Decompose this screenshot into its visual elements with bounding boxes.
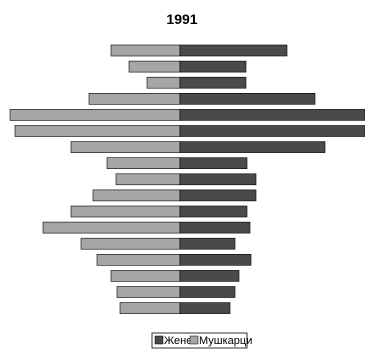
bar-women-7 bbox=[179, 157, 248, 169]
bar-women-11 bbox=[179, 221, 251, 234]
bar-women-0 bbox=[179, 44, 288, 57]
bar-women-5 bbox=[179, 125, 365, 137]
bar-men-13 bbox=[96, 254, 181, 266]
legend-swatch-men bbox=[189, 335, 199, 345]
bar-women-14 bbox=[179, 270, 240, 282]
bar-women-4 bbox=[179, 109, 365, 121]
bar-men-12 bbox=[80, 237, 181, 250]
legend-label-women: Жене bbox=[164, 335, 192, 347]
bar-men-7 bbox=[106, 157, 181, 169]
bar-women-15 bbox=[179, 286, 236, 298]
bar-women-8 bbox=[179, 173, 257, 186]
bar-men-3 bbox=[88, 93, 181, 105]
bar-women-13 bbox=[179, 254, 252, 266]
bar-men-0 bbox=[110, 44, 181, 57]
bar-women-12 bbox=[179, 237, 236, 250]
bar-women-16 bbox=[179, 302, 231, 314]
bar-men-6 bbox=[70, 141, 181, 153]
legend-swatch-women bbox=[154, 335, 164, 345]
bar-women-3 bbox=[179, 93, 316, 105]
bar-men-4 bbox=[9, 109, 181, 121]
bar-women-10 bbox=[179, 205, 248, 218]
bar-women-1 bbox=[179, 60, 247, 73]
bars-group bbox=[9, 44, 365, 314]
legend: Жене Мушкарци bbox=[151, 332, 252, 349]
legend-label-men: Мушкарци bbox=[199, 335, 252, 347]
chart-title: 1991 bbox=[166, 11, 197, 27]
bar-men-8 bbox=[115, 173, 181, 186]
bar-men-16 bbox=[119, 302, 181, 314]
bar-women-6 bbox=[179, 141, 326, 153]
bar-men-9 bbox=[92, 189, 181, 202]
bar-women-9 bbox=[179, 189, 257, 202]
bar-men-5 bbox=[14, 125, 181, 137]
bar-men-10 bbox=[70, 205, 181, 218]
bar-men-1 bbox=[128, 60, 181, 73]
bar-men-15 bbox=[116, 286, 181, 298]
bar-men-2 bbox=[146, 76, 181, 89]
bar-men-11 bbox=[42, 221, 181, 234]
bar-women-2 bbox=[179, 76, 247, 89]
legend-box bbox=[151, 332, 248, 349]
bar-men-14 bbox=[110, 270, 181, 282]
